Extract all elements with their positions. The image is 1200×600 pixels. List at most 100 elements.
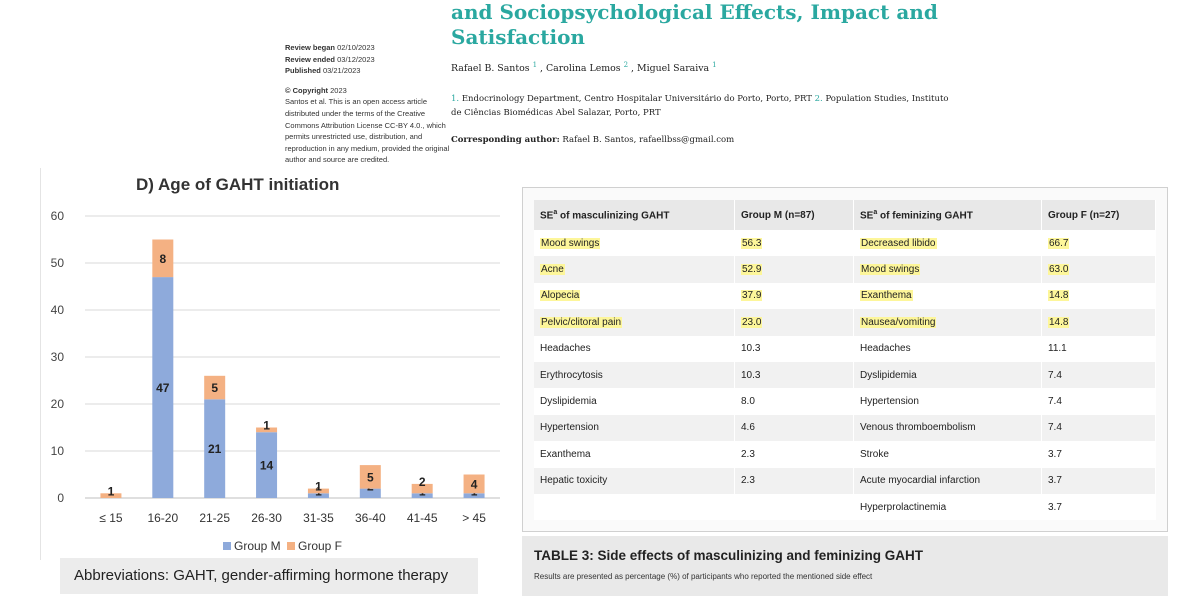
table-caption: TABLE 3: Side effects of masculinizing a… xyxy=(522,536,1168,596)
review-began-date: 02/10/2023 xyxy=(337,43,375,52)
cell-masculinizing-effect: Erythrocytosis xyxy=(534,361,735,389)
cell-group-f-value: 7.4 xyxy=(1041,414,1156,442)
cell-group-m-value: 2.3 xyxy=(734,441,854,468)
y-tick-label: 50 xyxy=(51,256,65,270)
bar-group-f xyxy=(152,239,174,278)
table-row: Acne 52.9 Mood swings 63.0 xyxy=(534,256,1156,283)
header-feminizing: SEa of feminizing GAHT xyxy=(853,200,1042,230)
data-label: 4 xyxy=(471,477,478,491)
corresponding-author: Corresponding author: Rafael B. Santos, … xyxy=(451,135,734,145)
cell-group-f-value: 3.7 xyxy=(1041,493,1156,521)
x-tick-label: 36-40 xyxy=(355,511,386,525)
cell-group-m-value: 56.3 xyxy=(734,230,854,257)
cell-group-f-value: 66.7 xyxy=(1041,230,1156,257)
x-tick-label: 26-30 xyxy=(251,511,282,525)
affiliations: 1. Endocrinology Department, Centro Hosp… xyxy=(451,92,951,120)
cell-feminizing-effect: Dyslipidemia xyxy=(853,361,1042,389)
cell-group-f-value: 7.4 xyxy=(1041,361,1156,389)
cell-group-m-value: 23.0 xyxy=(734,309,854,336)
cell-group-f-value: 14.8 xyxy=(1041,282,1156,310)
cell-feminizing-effect: Headaches xyxy=(853,335,1042,362)
header-masculinizing: SEa of masculinizing GAHT xyxy=(534,200,735,230)
bar-group-f xyxy=(256,427,278,433)
x-tick-label: 21-25 xyxy=(199,511,230,525)
table-row: Erythrocytosis 10.3 Dyslipidemia 7.4 xyxy=(534,361,1156,389)
table-caption-note: Results are presented as percentage (%) … xyxy=(534,572,873,581)
legend-label: Group F xyxy=(298,539,342,553)
data-label: 1 xyxy=(108,484,115,498)
published-date: 03/21/2023 xyxy=(322,66,361,76)
article-title-line-2: Satisfaction xyxy=(451,25,585,49)
corresponding-author-text: Rafael B. Santos, rafaellbss@gmail.com xyxy=(562,135,735,145)
cell-group-f-value: 11.1 xyxy=(1041,335,1156,362)
y-tick-label: 10 xyxy=(51,444,65,458)
cell-group-f-value: 14.8 xyxy=(1041,309,1156,336)
table-row: Headaches 10.3 Headaches 11.1 xyxy=(534,335,1156,362)
cell-masculinizing-effect: Exanthema xyxy=(534,441,735,468)
cell-masculinizing-effect: Headaches xyxy=(534,335,735,362)
published: Published 03/21/2023 xyxy=(285,65,455,77)
cell-feminizing-effect: Acute myocardial infarction xyxy=(853,467,1042,494)
data-label: 14 xyxy=(260,459,274,473)
legend-label: Group M xyxy=(234,539,281,553)
cell-group-m-value: 52.9 xyxy=(734,256,854,283)
cell-feminizing-effect: Nausea/vomiting xyxy=(853,309,1042,336)
cell-group-f-value: 7.4 xyxy=(1041,388,1156,415)
y-tick-label: 40 xyxy=(51,303,65,317)
data-label: 5 xyxy=(367,470,374,484)
cell-group-m-value: 37.9 xyxy=(734,282,854,310)
bar-group-m xyxy=(204,399,226,498)
table-row: Pelvic/clitoral pain 23.0 Nausea/vomiting 1… xyxy=(534,309,1156,336)
copyright: © Copyright 2023 xyxy=(285,85,455,97)
data-label: 21 xyxy=(208,442,222,456)
bar-group-f xyxy=(463,474,485,494)
data-label: 1 xyxy=(315,480,322,494)
bar-group-m xyxy=(307,493,329,498)
cell-masculinizing-effect: Pelvic/clitoral pain xyxy=(534,309,735,336)
cell-masculinizing-effect: Dyslipidemia xyxy=(534,388,735,415)
table-row: Hepatic toxicity 2.3 Acute myocardial infa… xyxy=(534,467,1156,494)
header-group-m: Group M (n=87) xyxy=(734,200,854,230)
cell-masculinizing-effect: Alopecia xyxy=(534,282,735,310)
x-tick-label: 41-45 xyxy=(407,511,438,525)
review-ended-date: 03/12/2023 xyxy=(337,54,375,64)
abbreviations-note: Abbreviations: GAHT, gender-affirming ho… xyxy=(60,558,478,594)
table-row: Exanthema 2.3 Stroke 3.7 xyxy=(534,441,1156,468)
author-name: Miguel Saraiva xyxy=(637,63,710,75)
table-caption-title: TABLE 3: Side effects of masculinizing a… xyxy=(534,548,924,563)
corresponding-author-label: Corresponding author: xyxy=(451,135,560,145)
bar-group-f xyxy=(359,465,381,489)
bar-group-m xyxy=(463,493,485,498)
review-ended: Review ended 03/12/2023 xyxy=(285,54,455,66)
y-tick-label: 0 xyxy=(57,491,64,505)
legend-swatch-group-f xyxy=(287,542,295,550)
data-label: 8 xyxy=(159,252,166,266)
bar-group-f xyxy=(307,488,329,494)
data-label: 1 xyxy=(263,419,270,433)
article-title-line-1: and Sociopsychological Effects, Impact a… xyxy=(451,0,938,24)
affiliation-1-text: Endocrinology Department, Centro Hospita… xyxy=(461,94,812,104)
copyright-year: 2023 xyxy=(330,85,347,95)
data-label: 5 xyxy=(211,381,218,395)
table-row: Hypertension 4.6 Venous thromboembolism 7.4 xyxy=(534,414,1156,442)
y-tick-label: 20 xyxy=(51,397,65,411)
legend-swatch-group-m xyxy=(223,542,231,550)
chart-title: D) Age of GAHT initiation xyxy=(136,175,340,194)
affiliation-2-number: 2. xyxy=(814,94,823,104)
bar-group-m xyxy=(359,488,381,498)
bar-group-f xyxy=(204,375,226,400)
bar-group-m xyxy=(411,493,433,498)
affiliation-2-text: Population Studies, Instituto de Ciência… xyxy=(451,94,949,118)
cell-feminizing-effect: Hyperprolactinemia xyxy=(853,493,1042,521)
author-affiliation-number: 1 xyxy=(532,61,538,69)
review-began: Review began 02/10/2023 xyxy=(285,42,455,54)
cell-masculinizing-effect xyxy=(534,493,735,521)
article-title: and Sociopsychological Effects, Impact a… xyxy=(451,0,971,50)
x-tick-label: 16-20 xyxy=(147,511,178,525)
table-row: Hyperprolactinemia 3.7 xyxy=(534,493,1156,521)
bar-group-f xyxy=(411,483,433,494)
cell-group-m-value: 2.3 xyxy=(734,467,854,494)
table-header-row: SEa of masculinizing GAHT Group M (n=87)… xyxy=(534,200,1156,230)
published-label: Published xyxy=(285,66,321,76)
cell-feminizing-effect: Mood swings xyxy=(853,256,1042,283)
